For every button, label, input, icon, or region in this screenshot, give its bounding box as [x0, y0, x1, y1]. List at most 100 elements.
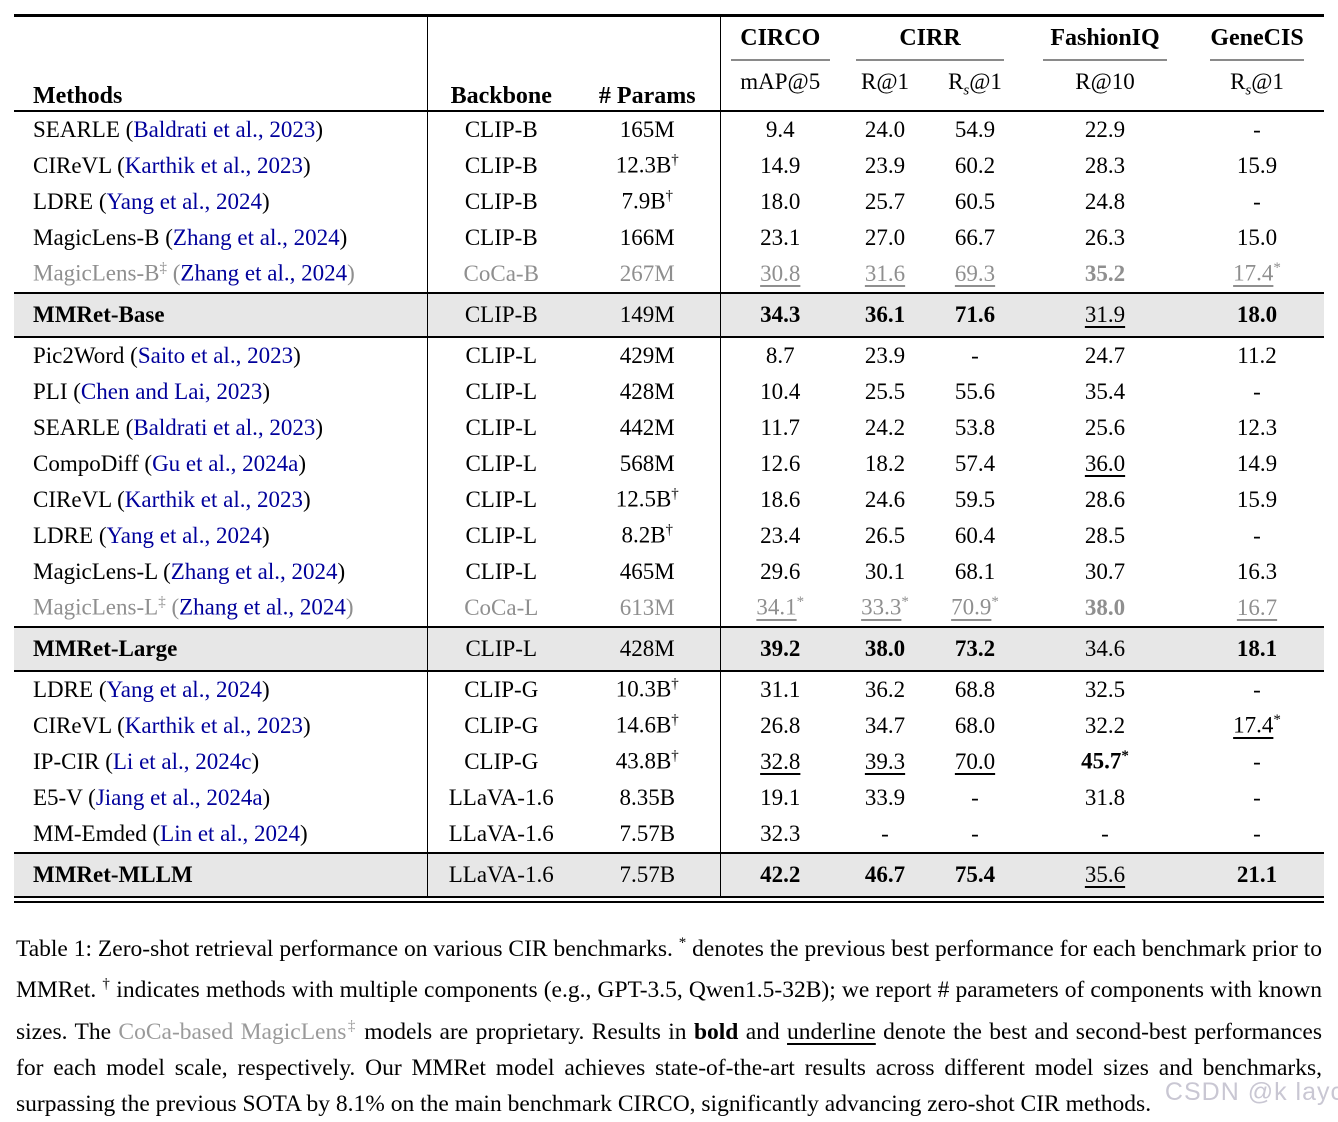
watermark: CSDN @k layc [1164, 1078, 1338, 1106]
citation-link[interactable]: Yang et al., 2024 [106, 522, 262, 548]
params-cell: 12.3B† [575, 147, 721, 184]
stat-cell: 24.6 [864, 486, 906, 512]
caption-segment: ‡ [346, 1018, 357, 1035]
citation-link[interactable]: Baldrati et al., 2023 [133, 116, 316, 142]
citation-link[interactable]: Saito et al., 2023 [137, 342, 294, 368]
stat-cell: 25.7 [864, 188, 906, 214]
params-cell: 10.3B† [575, 670, 721, 708]
stat-cell: 16.7 [1236, 594, 1278, 620]
star-mark: * [901, 594, 909, 611]
stat-cell: - [971, 820, 979, 846]
caption-segment: denotes the previous best performance fo… [16, 935, 1322, 1004]
stat-cell: 15.9 [1236, 486, 1278, 512]
citation-link[interactable]: Baldrati et al., 2023 [133, 414, 316, 440]
stat-cell: 45.7* [1081, 748, 1129, 774]
stat-cell: 55.6 [954, 378, 996, 404]
method-cell: MM-Emded (Lin et al., 2024) [14, 815, 428, 853]
stat-cell: 70.0 [954, 748, 996, 774]
col-group-fashioniq: FashionIQ [1020, 16, 1190, 61]
params-cell: 8.2B† [575, 517, 721, 554]
method-cell: MagicLens-B (Zhang et al., 2024) [14, 219, 428, 256]
method-name: MMRet-Base [33, 301, 165, 327]
table-row: MagicLens-L‡ (Zhang et al., 2024) CoCa-L 6… [14, 589, 1324, 627]
method-name: LDRE [33, 188, 94, 214]
citation-link[interactable]: Karthik et al., 2023 [124, 152, 303, 178]
stat-cell: 16.3 [1236, 558, 1278, 584]
method-cell: CIReVL (Karthik et al., 2023) [14, 147, 428, 184]
citation-link[interactable]: Zhang et al., 2024 [172, 224, 340, 250]
stat-cell: 25.6 [1084, 414, 1126, 440]
stat-cell: 14.9 [760, 152, 801, 178]
method-name: PLI [33, 378, 68, 404]
method-cell: MagicLens-B‡ (Zhang et al., 2024) [14, 255, 428, 293]
stat-cell: - [1253, 820, 1261, 846]
method-name: CompoDiff [33, 450, 139, 476]
method-name: SEARLE [33, 414, 120, 440]
stat-cell: 22.9 [1084, 116, 1126, 142]
stat-cell: 24.2 [864, 414, 906, 440]
caption-segment: underline [787, 1019, 876, 1046]
citation-link[interactable]: Jiang et al., 2024a [95, 784, 263, 810]
method-cell: MMRet-Large [14, 626, 428, 671]
method-name: MagicLens-L [33, 594, 159, 620]
method-cell: LDRE (Yang et al., 2024) [14, 670, 428, 708]
double-dagger-mark: ‡ [158, 594, 166, 611]
method-cell: MagicLens-L‡ (Zhang et al., 2024) [14, 589, 428, 627]
citation-link[interactable]: Zhang et al., 2024 [170, 558, 338, 584]
citation-link[interactable]: Karthik et al., 2023 [124, 712, 303, 738]
stat-cell: - [1253, 748, 1261, 774]
citation-link[interactable]: Yang et al., 2024 [106, 188, 262, 214]
stat-cell: 12.6 [760, 450, 801, 476]
citation-link[interactable]: Lin et al., 2024 [160, 820, 301, 846]
params-cell: 442M [575, 409, 721, 446]
citation-link[interactable]: Chen and Lai, 2023 [80, 378, 263, 404]
dagger-mark: † [671, 152, 679, 169]
summary-row: MMRet-MLLM LLaVA-1.6 7.57B 42.2 46.7 75.4 35.6… [14, 852, 1324, 897]
table-row: MagicLens-B‡ (Zhang et al., 2024) CoCa-B 2… [14, 255, 1324, 293]
method-cell: CIReVL (Karthik et al., 2023) [14, 481, 428, 518]
stat-cell: 60.2 [954, 152, 996, 178]
citation-link[interactable]: Li et al., 2024c [112, 748, 252, 774]
table-row: IP-CIR (Li et al., 2024c) CLIP-G 43.8B† 32.… [14, 743, 1324, 780]
stat-cell: 53.8 [954, 414, 996, 440]
method-name: MagicLens-B [33, 224, 160, 250]
citation-link[interactable]: Yang et al., 2024 [106, 676, 262, 702]
stat-cell: 30.8 [760, 260, 801, 286]
table-row: SEARLE (Baldrati et al., 2023) CLIP-B 165M… [14, 110, 1324, 148]
backbone-cell: LLaVA-1.6 [448, 784, 554, 810]
method-name: MM-Emded [33, 820, 147, 846]
col-group-cirr: CIRR [840, 16, 1020, 61]
params-cell: 7.9B† [575, 183, 721, 220]
stat-cell: 42.2 [760, 861, 801, 887]
col-subheader-r1: R@1 [860, 69, 910, 94]
dagger-mark: † [665, 522, 674, 539]
method-cell: Pic2Word (Saito et al., 2023) [14, 336, 428, 374]
backbone-cell: CLIP-B [464, 188, 538, 214]
citation-link[interactable]: Zhang et al., 2024 [180, 260, 348, 286]
stat-cell: 34.3 [760, 301, 801, 327]
stat-cell: 26.8 [760, 712, 801, 738]
backbone-cell: CLIP-B [464, 224, 538, 250]
params-cell: 165M [575, 110, 721, 148]
citation-link[interactable]: Gu et al., 2024a [152, 450, 299, 476]
table-row: MagicLens-B (Zhang et al., 2024) CLIP-B 16… [14, 219, 1324, 256]
stat-cell: 32.5 [1084, 676, 1126, 702]
table-row: E5-V (Jiang et al., 2024a) LLaVA-1.6 8.35B… [14, 779, 1324, 816]
backbone-cell: CoCa-B [463, 260, 539, 286]
caption-segment: bold [693, 1019, 739, 1046]
method-name: LDRE [33, 522, 94, 548]
method-cell: PLI (Chen and Lai, 2023) [14, 373, 428, 410]
caption-segment: models are proprietary. Results in [356, 1019, 694, 1046]
stat-cell: 11.7 [760, 414, 800, 440]
backbone-cell: LLaVA-1.6 [448, 861, 554, 887]
citation-link[interactable]: Zhang et al., 2024 [179, 594, 346, 620]
stat-cell: 36.2 [864, 676, 906, 702]
method-cell: LDRE (Yang et al., 2024) [14, 517, 428, 554]
backbone-cell: CLIP-L [465, 342, 538, 368]
method-cell: CompoDiff (Gu et al., 2024a) [14, 445, 428, 482]
stat-cell: 36.0 [1084, 450, 1126, 476]
stat-cell: 9.4 [765, 116, 795, 142]
method-name: MagicLens-L [33, 558, 158, 584]
citation-link[interactable]: Karthik et al., 2023 [124, 486, 303, 512]
stat-cell: 33.3* [861, 594, 909, 620]
